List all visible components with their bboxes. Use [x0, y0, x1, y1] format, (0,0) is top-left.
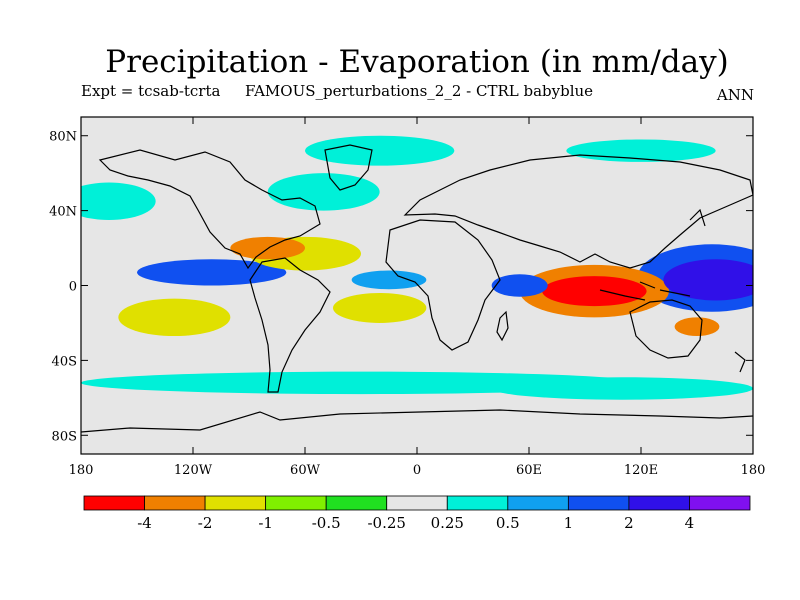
colorbar-label: 4: [685, 514, 695, 532]
y-tick-label: 40S: [52, 354, 77, 369]
coastline-indonesia: [599, 281, 691, 301]
colorbar-label: 0.25: [431, 514, 464, 532]
colorbar-label: -0.5: [312, 514, 341, 532]
x-tick-label: 0: [413, 463, 421, 478]
colorbar-swatch: [83, 495, 145, 511]
x-tick-label: 180: [741, 463, 766, 478]
x-tick-label: 120W: [174, 463, 213, 478]
anomaly-equatorial-atlantic-wetting: [351, 270, 427, 290]
anomaly-south-pacific-drying: [118, 298, 231, 337]
x-tick-label: 120E: [624, 463, 658, 478]
anomaly-southern-ocean-wetting-2: [491, 377, 753, 400]
colorbar-swatch: [567, 495, 630, 511]
colorbar-label: -0.25: [367, 514, 405, 532]
colorbar-label: -1: [258, 514, 273, 532]
anomaly-west-pacific-wetting: [663, 259, 753, 301]
anomaly-western-indian-wetting: [491, 274, 548, 297]
anomaly-arctic-wetting: [305, 135, 455, 166]
coastline-madagascar: [496, 310, 509, 342]
coastline-antarctica: [81, 409, 753, 433]
coastline-eurasia: [403, 154, 753, 269]
coastline-greenland: [324, 144, 373, 191]
anomaly-north-atlantic-wetting: [267, 173, 380, 211]
colorbar-swatch: [507, 495, 569, 511]
colorbar-label: -2: [198, 514, 213, 532]
colorbar-label: 0.5: [496, 514, 520, 532]
colorbar-swatch: [265, 495, 327, 511]
colorbar-label: 2: [624, 514, 634, 532]
anomaly-tropical-indian-ocean-drying: [542, 276, 647, 307]
colorbar-swatch: [204, 495, 267, 511]
coastline-new-zealand: [734, 351, 746, 373]
colorbar-swatch: [325, 495, 388, 511]
colorbar-swatch: [628, 495, 690, 511]
y-tick-label: 80N: [49, 130, 77, 145]
anomaly-australia-drying: [674, 317, 720, 337]
anomaly-south-atlantic-drying: [333, 292, 427, 323]
colorbar-swatch: [144, 495, 206, 511]
coastline-north-america: [98, 149, 321, 270]
colorbar-label: -4: [137, 514, 152, 532]
colorbar-label: 1: [564, 514, 574, 532]
x-tick-label: 60E: [516, 463, 542, 478]
experiment-label: Expt = tcsab-tcrta: [81, 82, 221, 100]
coastline-africa: [385, 219, 501, 351]
x-tick-label: 60W: [290, 463, 321, 478]
colorbar-swatch: [446, 495, 509, 511]
coastline-south-america: [249, 257, 331, 393]
x-tick-label: 180: [69, 463, 94, 478]
y-tick-label: 0: [69, 280, 77, 295]
y-tick-label: 80S: [52, 429, 77, 444]
run-description-label: FAMOUS_perturbations_2_2 - CTRL babyblue: [245, 82, 594, 100]
colorbar-swatch: [689, 495, 751, 511]
season-label: ANN: [716, 86, 754, 104]
coastline-australia: [629, 299, 703, 359]
y-tick-label: 40N: [49, 205, 77, 220]
colorbar-swatch: [386, 495, 448, 511]
plot-title: Precipitation - Evaporation (in mm/day): [105, 44, 729, 80]
anomaly-north-pacific-wetting: [81, 182, 156, 220]
coastline-japan: [689, 208, 706, 227]
